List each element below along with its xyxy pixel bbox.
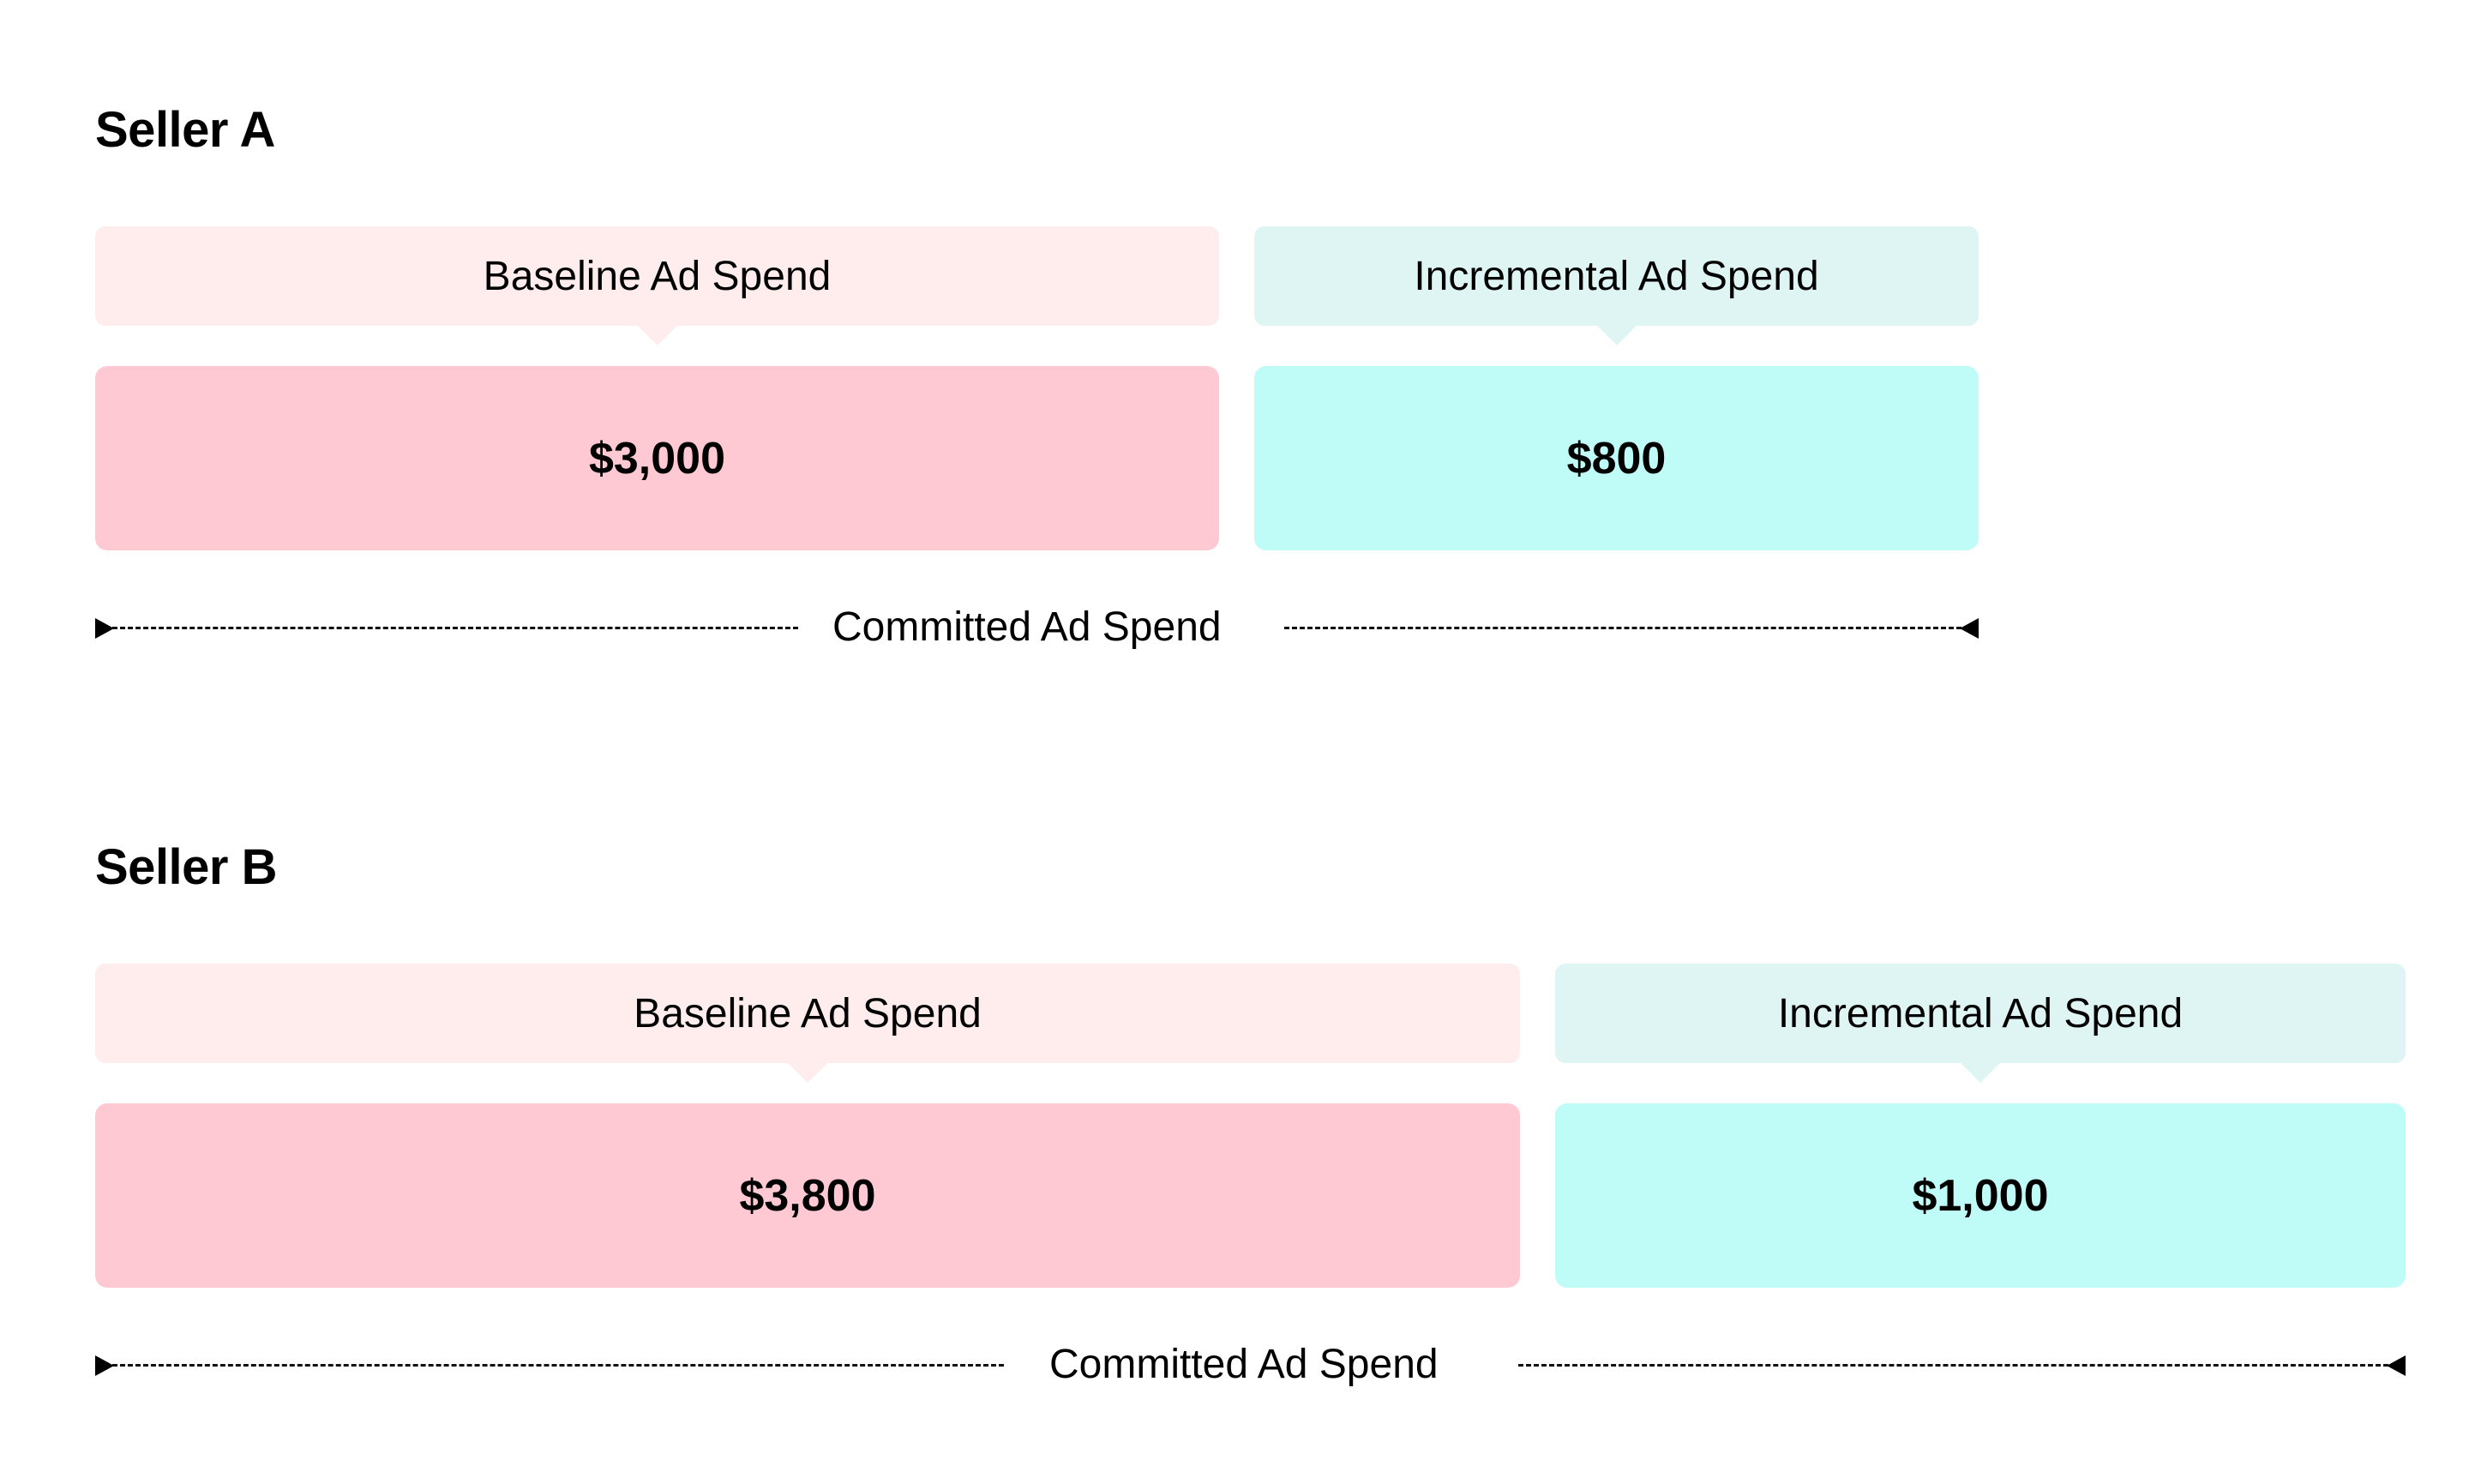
dashed-line-left (112, 1364, 1004, 1367)
incremental-value-box: $1,000 (1555, 1103, 2406, 1288)
baseline-value-box: $3,800 (95, 1103, 1520, 1288)
incremental-value: $800 (1566, 433, 1667, 484)
committed-label: Committed Ad Spend (1042, 1337, 1445, 1392)
incremental-label-box: Incremental Ad Spend (1555, 964, 2406, 1083)
baseline-label: Baseline Ad Spend (483, 253, 832, 299)
dashed-line-right (1518, 1364, 2388, 1367)
incremental-label: Incremental Ad Spend (1777, 990, 2184, 1036)
dashed-line-right (1284, 627, 1961, 629)
committed-label: Committed Ad Spend (826, 600, 1228, 655)
baseline-label-box: Baseline Ad Spend (95, 226, 1219, 345)
arrow-left-icon (95, 618, 114, 639)
incremental-pointer-icon (1595, 325, 1637, 345)
incremental-value: $1,000 (1912, 1170, 2049, 1221)
baseline-label: Baseline Ad Spend (634, 990, 982, 1036)
arrow-right-icon (2387, 1355, 2406, 1376)
baseline-pointer-icon (787, 1062, 828, 1083)
committed-span: Committed Ad Spend (95, 592, 1979, 664)
baseline-label-box: Baseline Ad Spend (95, 964, 1520, 1083)
arrow-left-icon (95, 1355, 114, 1376)
seller-title: Seller A (95, 102, 275, 158)
seller-title: Seller B (95, 839, 278, 895)
baseline-value: $3,800 (739, 1170, 876, 1221)
incremental-label: Incremental Ad Spend (1414, 253, 1819, 299)
arrow-right-icon (1960, 618, 1979, 639)
committed-span: Committed Ad Spend (95, 1329, 2406, 1401)
baseline-value-box: $3,000 (95, 366, 1219, 550)
dashed-line-left (112, 627, 798, 629)
incremental-pointer-icon (1960, 1062, 2001, 1083)
incremental-value-box: $800 (1254, 366, 1979, 550)
baseline-value: $3,000 (588, 433, 726, 484)
incremental-label-box: Incremental Ad Spend (1254, 226, 1979, 345)
baseline-pointer-icon (636, 325, 678, 345)
seller-a-section: Seller A Baseline Ad Spend Incremental A… (95, 102, 1979, 664)
seller-b-section: Seller B Baseline Ad Spend Incremental A… (0, 737, 2469, 1479)
